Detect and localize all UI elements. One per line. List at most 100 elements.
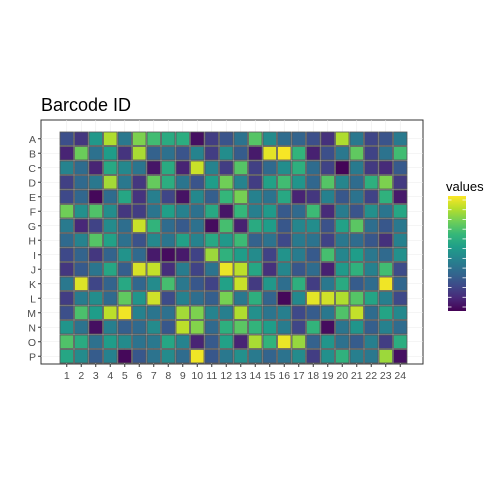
- heatmap-tile-E19: [320, 189, 335, 204]
- heatmap-tile-I11: [204, 247, 219, 262]
- heatmap-tile-O24: [393, 334, 408, 349]
- heatmap-tile-I19: [320, 247, 335, 262]
- heatmap-tile-I15: [262, 247, 277, 262]
- heatmap-tile-B23: [378, 146, 393, 161]
- y-tick-label: C: [28, 163, 36, 175]
- heatmap-tile-M14: [248, 305, 263, 320]
- heatmap-tile-H1: [59, 233, 74, 248]
- heatmap-tile-I18: [306, 247, 321, 262]
- heatmap-tile-E22: [364, 189, 379, 204]
- heatmap-tile-I23: [378, 247, 393, 262]
- heatmap-tile-I4: [103, 247, 118, 262]
- heatmap-tile-I10: [190, 247, 205, 262]
- y-tick-label: H: [28, 235, 36, 247]
- heatmap-tile-O6: [132, 334, 147, 349]
- heatmap-tile-K13: [233, 276, 248, 291]
- heatmap-tile-D11: [204, 175, 219, 190]
- heatmap-tile-J6: [132, 262, 147, 277]
- heatmap-tile-A18: [306, 131, 321, 146]
- heatmap-tile-B4: [103, 146, 118, 161]
- heatmap-tile-O14: [248, 334, 263, 349]
- heatmap-tile-E10: [190, 189, 205, 204]
- heatmap-tile-A2: [74, 131, 89, 146]
- heatmap-tile-M10: [190, 305, 205, 320]
- heatmap-tile-C23: [378, 160, 393, 175]
- heatmap-tile-C8: [161, 160, 176, 175]
- heatmap-tile-J3: [88, 262, 103, 277]
- heatmap-tile-I20: [335, 247, 350, 262]
- heatmap-tile-M2: [74, 305, 89, 320]
- y-tick-label: G: [28, 221, 36, 233]
- heatmap-tile-P1: [59, 349, 74, 364]
- heatmap-tile-N12: [219, 320, 234, 335]
- heatmap-tile-M1: [59, 305, 74, 320]
- heatmap-tile-N8: [161, 320, 176, 335]
- heatmap-tile-K24: [393, 276, 408, 291]
- heatmap-tile-B8: [161, 146, 176, 161]
- heatmap-tile-D2: [74, 175, 89, 190]
- heatmap-tile-L24: [393, 291, 408, 306]
- heatmap-tile-E13: [233, 189, 248, 204]
- heatmap-tile-H18: [306, 233, 321, 248]
- heatmap-tile-G6: [132, 218, 147, 233]
- heatmap-tile-O19: [320, 334, 335, 349]
- heatmap-tile-E1: [59, 189, 74, 204]
- x-tick-label: 23: [380, 370, 392, 382]
- heatmap-tile-B11: [204, 146, 219, 161]
- y-tick-label: O: [28, 337, 36, 349]
- heatmap-tile-K12: [219, 276, 234, 291]
- heatmap-tile-N7: [146, 320, 161, 335]
- heatmap-tile-J14: [248, 262, 263, 277]
- heatmap-tile-O15: [262, 334, 277, 349]
- heatmap-tile-M7: [146, 305, 161, 320]
- heatmap-tile-P20: [335, 349, 350, 364]
- heatmap-tile-M18: [306, 305, 321, 320]
- heatmap-tile-E8: [161, 189, 176, 204]
- heatmap-tile-L17: [291, 291, 306, 306]
- heatmap-tile-G8: [161, 218, 176, 233]
- heatmap-tile-J24: [393, 262, 408, 277]
- heatmap-tile-L18: [306, 291, 321, 306]
- heatmap-tile-F4: [103, 204, 118, 219]
- heatmap-tile-D22: [364, 175, 379, 190]
- heatmap-tile-P17: [291, 349, 306, 364]
- heatmap-tile-H12: [219, 233, 234, 248]
- heatmap-tile-J7: [146, 262, 161, 277]
- heatmap-tile-I12: [219, 247, 234, 262]
- heatmap-tile-K15: [262, 276, 277, 291]
- heatmap-tile-N4: [103, 320, 118, 335]
- heatmap-tile-K16: [277, 276, 292, 291]
- heatmap-tile-H14: [248, 233, 263, 248]
- y-tick-label: J: [31, 264, 36, 276]
- heatmap-tile-C5: [117, 160, 132, 175]
- heatmap-tile-H13: [233, 233, 248, 248]
- heatmap-tile-C11: [204, 160, 219, 175]
- heatmap-tile-I2: [74, 247, 89, 262]
- heatmap-tile-C3: [88, 160, 103, 175]
- heatmap-tile-O18: [306, 334, 321, 349]
- heatmap-tile-N14: [248, 320, 263, 335]
- heatmap-tile-E5: [117, 189, 132, 204]
- heatmap-tile-O2: [74, 334, 89, 349]
- heatmap-tile-E9: [175, 189, 190, 204]
- heatmap-tile-G23: [378, 218, 393, 233]
- heatmap-tile-C17: [291, 160, 306, 175]
- heatmap-tiles: [59, 131, 408, 364]
- heatmap-tile-H2: [74, 233, 89, 248]
- heatmap-tile-L21: [349, 291, 364, 306]
- heatmap-tile-G15: [262, 218, 277, 233]
- heatmap-tile-L14: [248, 291, 263, 306]
- heatmap-tile-K3: [88, 276, 103, 291]
- heatmap-tile-A8: [161, 131, 176, 146]
- heatmap-tile-H22: [364, 233, 379, 248]
- heatmap-tile-M21: [349, 305, 364, 320]
- heatmap-tile-J4: [103, 262, 118, 277]
- heatmap-tile-E7: [146, 189, 161, 204]
- heatmap-tile-L4: [103, 291, 118, 306]
- heatmap-tile-F17: [291, 204, 306, 219]
- heatmap-tile-L8: [161, 291, 176, 306]
- heatmap-tile-K1: [59, 276, 74, 291]
- heatmap-tile-B12: [219, 146, 234, 161]
- heatmap-tile-B6: [132, 146, 147, 161]
- heatmap-tile-C13: [233, 160, 248, 175]
